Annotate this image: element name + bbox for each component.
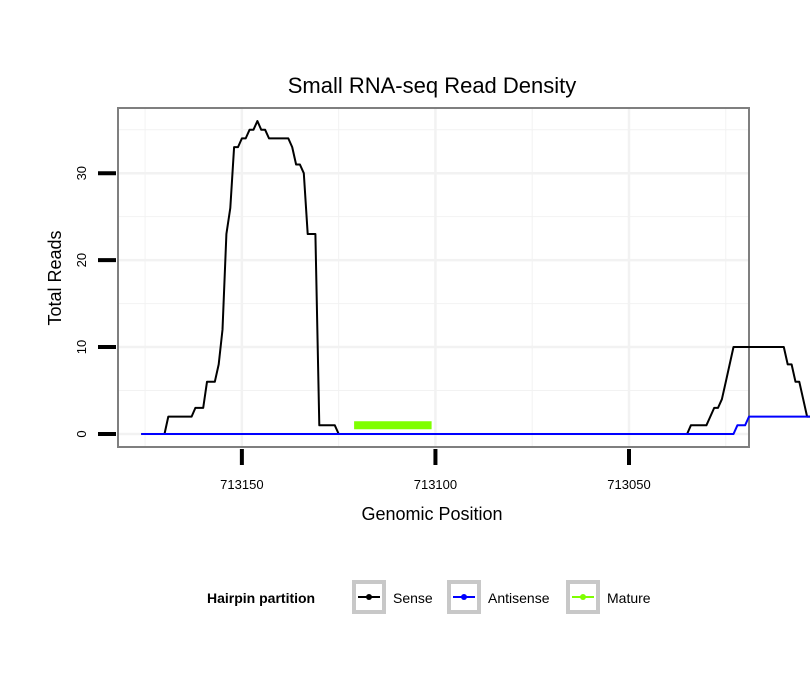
x-tick-label: 713150 bbox=[220, 477, 263, 492]
series-layer bbox=[141, 120, 810, 435]
x-tick-label: 713100 bbox=[414, 477, 457, 492]
plot-area bbox=[117, 107, 810, 448]
legend-item-sense: Sense bbox=[352, 580, 433, 614]
series-line-antisense bbox=[141, 415, 810, 435]
y-tick-label: 30 bbox=[74, 166, 89, 180]
y-axis-label: Total Reads bbox=[45, 230, 65, 325]
legend-label-mature: Mature bbox=[607, 590, 651, 606]
legend-label-sense: Sense bbox=[393, 590, 433, 606]
legend-title: Hairpin partition bbox=[207, 590, 315, 606]
y-tick-label: 10 bbox=[74, 340, 89, 354]
legend: Hairpin partition Sense Antisense Mature bbox=[207, 580, 651, 614]
chart-title: Small RNA-seq Read Density bbox=[288, 73, 577, 98]
legend-item-mature: Mature bbox=[566, 580, 651, 614]
legend-point-mature bbox=[580, 594, 586, 600]
x-axis: 713150 713100 713050 bbox=[220, 449, 651, 492]
x-axis-label: Genomic Position bbox=[361, 504, 502, 524]
y-tick-label: 20 bbox=[74, 253, 89, 267]
y-tick-label: 0 bbox=[74, 430, 89, 437]
series-line-sense bbox=[141, 120, 810, 435]
legend-label-antisense: Antisense bbox=[488, 590, 550, 606]
legend-point-antisense bbox=[461, 594, 467, 600]
x-tick-label: 713050 bbox=[607, 477, 650, 492]
plot-panel-border bbox=[117, 107, 750, 448]
legend-point-sense bbox=[366, 594, 372, 600]
y-axis: 0 10 20 30 bbox=[74, 166, 116, 438]
legend-item-antisense: Antisense bbox=[447, 580, 550, 614]
